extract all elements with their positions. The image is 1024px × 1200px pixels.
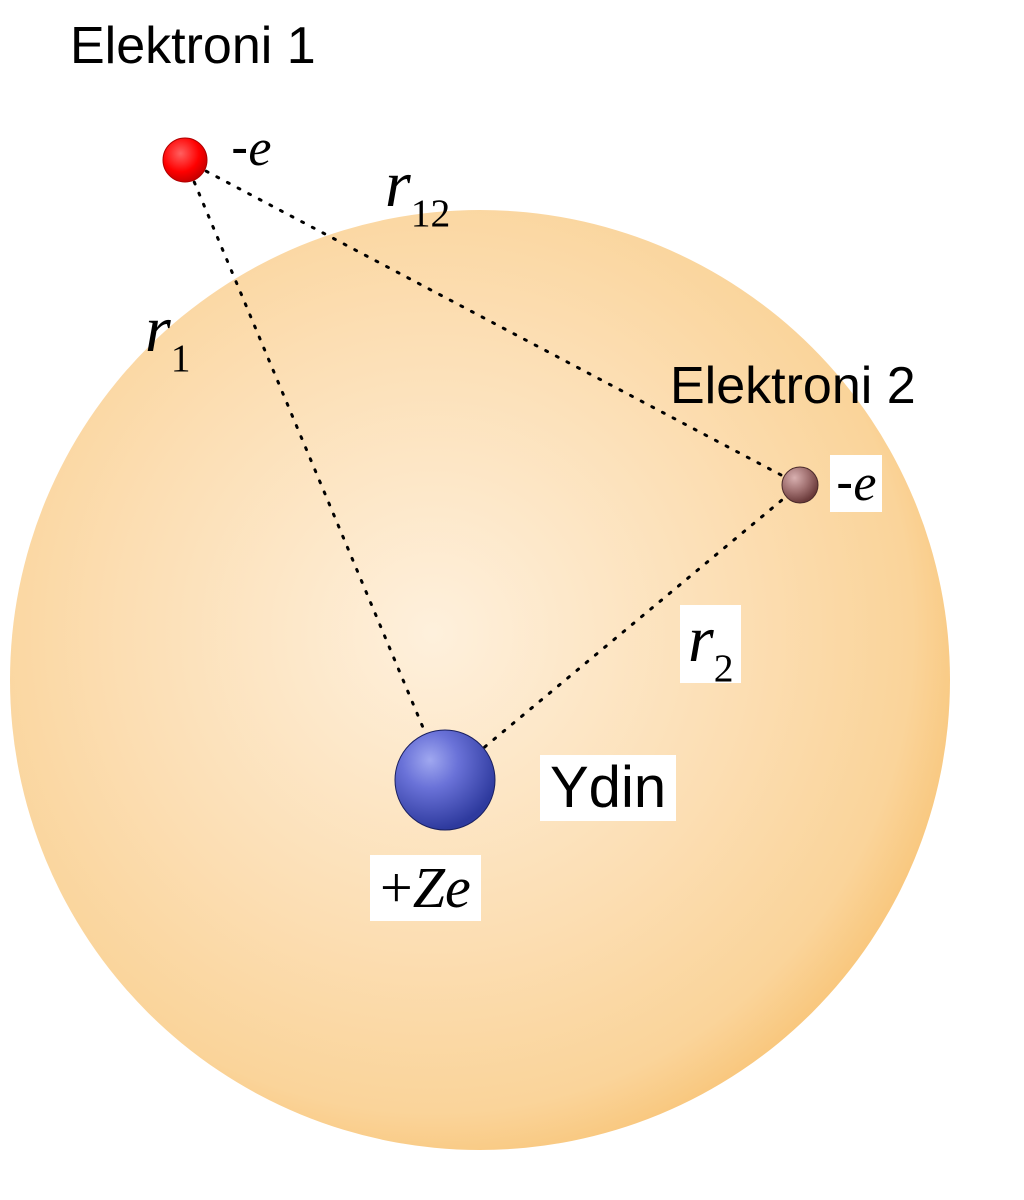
electron1-sphere bbox=[163, 138, 207, 182]
atom-diagram bbox=[0, 0, 1024, 1200]
electron1-charge: --ee bbox=[225, 120, 277, 177]
nucleus-charge: +Ze bbox=[370, 855, 481, 921]
electron2-sphere bbox=[782, 467, 818, 503]
distance-r2-label: r2 bbox=[680, 605, 741, 683]
electron1-title: Elektroni 1 bbox=[70, 20, 316, 72]
electron2-title: Elektroni 2 bbox=[670, 360, 916, 412]
distance-r1-label: r1 bbox=[145, 295, 190, 373]
nucleus-sphere bbox=[395, 730, 495, 830]
nucleus-title: Ydin bbox=[540, 755, 676, 821]
electron2-charge: -e bbox=[830, 455, 882, 512]
distance-r12-label: r12 bbox=[385, 150, 450, 228]
